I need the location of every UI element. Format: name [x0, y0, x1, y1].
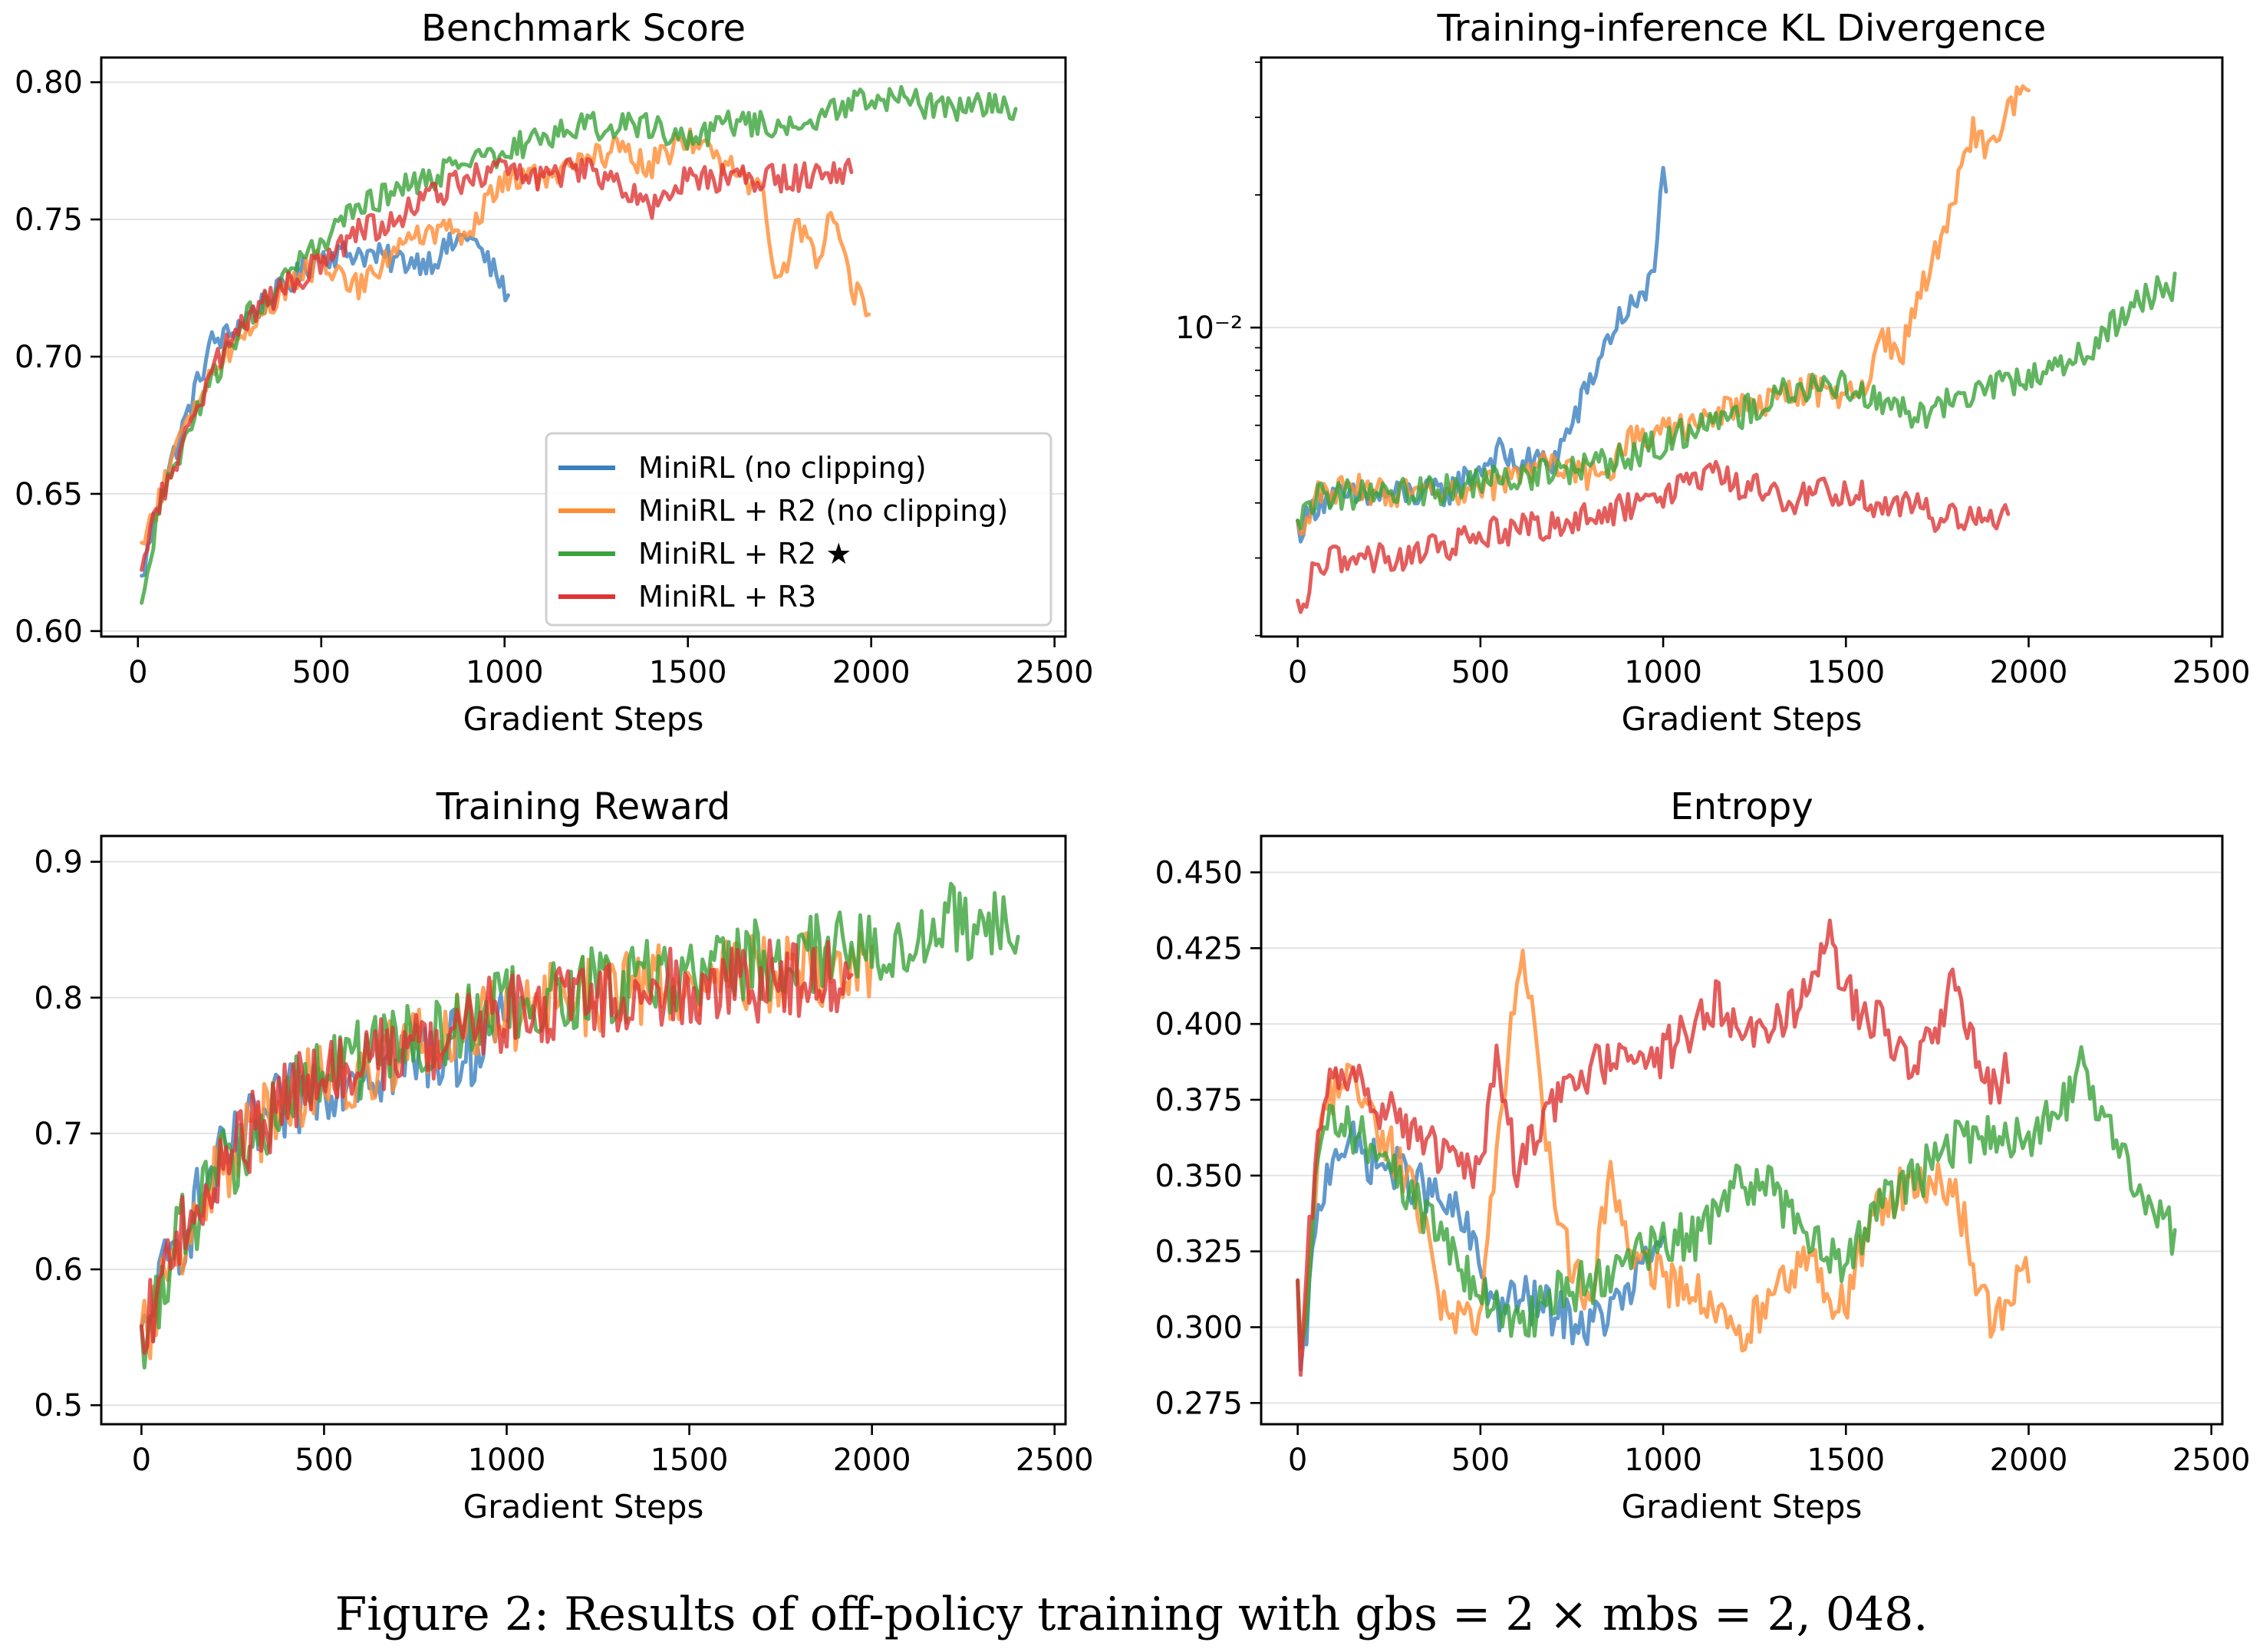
y-tick-label: 0.6 [34, 1252, 83, 1288]
x-tick-label: 1000 [1624, 1443, 1702, 1478]
x-tick-label: 2000 [1990, 655, 2068, 690]
benchmark-score-chart: Benchmark Score 0.60 0.65 0.70 0.75 0.80 0 500 1… [15, 7, 1094, 738]
legend-label: MiniRL + R3 [638, 580, 816, 614]
series-group [140, 84, 1018, 605]
x-tick-label: 2000 [832, 655, 911, 690]
y-tick-label: 0.400 [1155, 1007, 1243, 1042]
x-tick-label: 2500 [2172, 655, 2251, 690]
x-tick-label: 2000 [1990, 1443, 2068, 1478]
legend-label: MiniRL + R2 (no clipping) [638, 494, 1008, 528]
x-tick-label: 1000 [1624, 655, 1702, 690]
chart-title: Benchmark Score [421, 7, 746, 50]
x-axis-label: Gradient Steps [463, 1488, 704, 1525]
series-line-minirl-r2 [1296, 271, 2177, 531]
y-tick-label: 0.7 [34, 1117, 83, 1152]
x-tick-label: 500 [1451, 1443, 1510, 1478]
training-reward-chart: Training Reward 0.5 0.6 0.7 0.8 0.9 0 500 1000 15… [34, 785, 1094, 1525]
x-tick-label: 1500 [649, 655, 727, 690]
y-tick-label: 0.60 [15, 614, 83, 650]
x-tick-label: 2500 [1016, 1443, 1094, 1478]
y-tick-label: 0.275 [1155, 1386, 1243, 1421]
y-tick-label: 0.450 [1155, 855, 1243, 890]
legend-label: MiniRL (no clipping) [638, 451, 927, 485]
x-tick-label: 500 [1451, 655, 1510, 690]
y-tick-label: 0.375 [1155, 1083, 1243, 1118]
series-line-minirl-r2 [139, 881, 1020, 1370]
x-tick-label: 0 [1288, 1443, 1307, 1478]
series-line-minirl-r2-no-clipping [1296, 949, 2031, 1358]
y-tick-label: 0.325 [1155, 1235, 1243, 1270]
x-tick-label: 2500 [2172, 1443, 2251, 1478]
plot-frame [100, 56, 1067, 638]
x-tick-label: 0 [1288, 655, 1307, 690]
y-tick-label: 0.65 [15, 477, 83, 512]
y-tick-label: 0.70 [15, 340, 83, 375]
plot-frame [1260, 56, 2224, 638]
x-tick-label: 1500 [651, 1443, 729, 1478]
x-tick-label: 1500 [1807, 1443, 1885, 1478]
series-group [139, 881, 1020, 1370]
x-tick-label: 2000 [833, 1443, 911, 1478]
y-tick-label: 0.425 [1155, 931, 1243, 966]
x-tick-label: 1000 [466, 655, 544, 690]
series-line-minirl-r3 [139, 938, 854, 1355]
chart-title: Entropy [1670, 785, 1813, 828]
x-tick-label: 500 [295, 1443, 353, 1478]
series-line-minirl-r2 [1296, 1045, 2177, 1350]
y-tick-label: 0.9 [34, 845, 83, 880]
kl-divergence-chart: Training-inference KL Divergence 10⁻² 0 500… [1175, 7, 2251, 738]
legend-box [545, 432, 1052, 627]
chart-title: Training-inference KL Divergence [1437, 7, 2047, 50]
legend-label: MiniRL + R2 ★ [638, 537, 852, 571]
y-tick-label: 0.75 [15, 202, 83, 238]
series-line-minirl-r3 [1296, 459, 2011, 614]
y-tick-label: 10⁻² [1175, 311, 1243, 346]
series-group [1296, 84, 2177, 614]
y-tick-label: 0.350 [1155, 1159, 1243, 1194]
x-tick-label: 0 [132, 1443, 151, 1478]
x-tick-label: 1500 [1807, 655, 1885, 690]
chart-title: Training Reward [436, 785, 730, 828]
figure-caption: Figure 2: Results of off-policy training… [334, 1588, 1929, 1641]
x-tick-label: 0 [128, 655, 147, 690]
y-tick-label: 0.80 [15, 65, 83, 100]
series-line-minirl-r3 [140, 156, 854, 572]
series-group [1296, 918, 2177, 1377]
entropy-chart: Entropy 0.275 0.300 0.325 0.350 0.375 0.400 0.4… [1155, 785, 2251, 1525]
x-axis-label: Gradient Steps [1622, 1488, 1863, 1525]
x-tick-label: 500 [292, 655, 351, 690]
y-tick-label: 0.5 [34, 1388, 83, 1423]
plot-frame [1260, 834, 2224, 1426]
plot-frame [100, 834, 1067, 1426]
x-axis-label: Gradient Steps [1622, 700, 1863, 738]
x-tick-label: 2500 [1016, 655, 1094, 690]
legend: MiniRL (no clipping) MiniRL + R2 (no clip… [545, 432, 1052, 627]
y-tick-label: 0.8 [34, 981, 83, 1016]
x-axis-label: Gradient Steps [463, 700, 704, 738]
y-tick-label: 0.300 [1155, 1310, 1243, 1345]
x-tick-label: 1000 [468, 1443, 546, 1478]
series-line-minirl-r3 [1296, 918, 2011, 1377]
